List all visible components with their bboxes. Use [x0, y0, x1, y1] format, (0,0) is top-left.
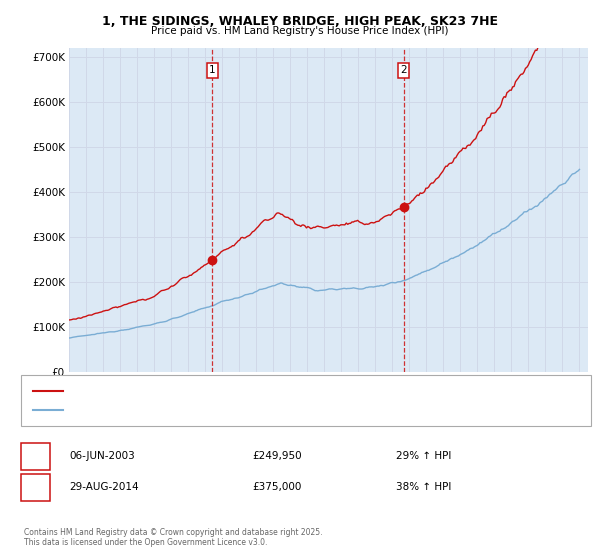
Text: 1, THE SIDINGS, WHALEY BRIDGE, HIGH PEAK, SK23 7HE: 1, THE SIDINGS, WHALEY BRIDGE, HIGH PEAK… — [102, 15, 498, 27]
Text: Contains HM Land Registry data © Crown copyright and database right 2025.
This d: Contains HM Land Registry data © Crown c… — [24, 528, 323, 547]
Text: 29-AUG-2014: 29-AUG-2014 — [69, 482, 139, 492]
Text: £375,000: £375,000 — [252, 482, 301, 492]
Text: HPI: Average price, detached house, High Peak: HPI: Average price, detached house, High… — [69, 406, 274, 415]
Text: 1, THE SIDINGS, WHALEY BRIDGE, HIGH PEAK, SK23 7HE (detached house): 1, THE SIDINGS, WHALEY BRIDGE, HIGH PEAK… — [69, 386, 397, 395]
Text: 38% ↑ HPI: 38% ↑ HPI — [396, 482, 451, 492]
Text: 2: 2 — [32, 482, 39, 492]
Text: 06-JUN-2003: 06-JUN-2003 — [69, 451, 135, 461]
Text: 1: 1 — [209, 66, 216, 76]
Text: £249,950: £249,950 — [252, 451, 302, 461]
Text: Price paid vs. HM Land Registry's House Price Index (HPI): Price paid vs. HM Land Registry's House … — [151, 26, 449, 36]
Text: 1: 1 — [32, 451, 39, 461]
Text: 29% ↑ HPI: 29% ↑ HPI — [396, 451, 451, 461]
Text: 2: 2 — [400, 66, 407, 76]
